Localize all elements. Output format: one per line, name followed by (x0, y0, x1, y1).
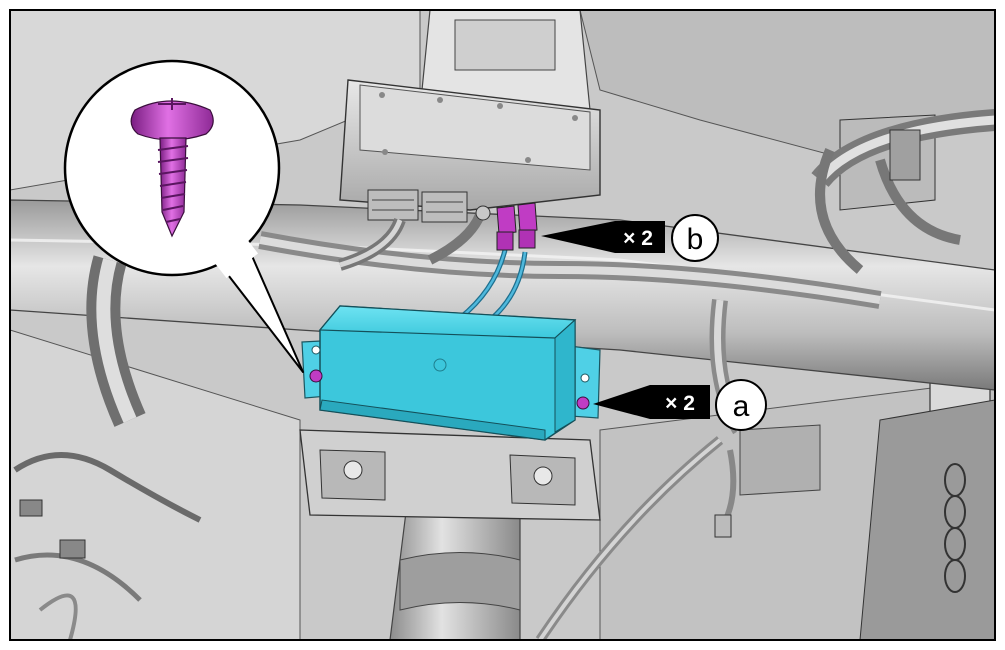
screw-icon (130, 98, 214, 238)
callout-b-circle (671, 214, 719, 262)
control-module (301, 305, 601, 441)
figure-border (9, 9, 996, 641)
callout-b-letter: b (687, 223, 704, 256)
arrow-pointer-icon (541, 221, 665, 253)
arrow-pointer-icon (593, 385, 710, 419)
callout-a-count: × 2 (665, 392, 695, 415)
callout-b-count: × 2 (623, 227, 653, 250)
callout-a-circle (715, 379, 767, 431)
callout-a-letter: a (733, 390, 750, 423)
ecu-module (338, 79, 601, 271)
callout-a: × 2 a (593, 379, 767, 431)
screw-detail-bubble (63, 59, 304, 373)
callout-b: × 2 b (541, 214, 719, 262)
